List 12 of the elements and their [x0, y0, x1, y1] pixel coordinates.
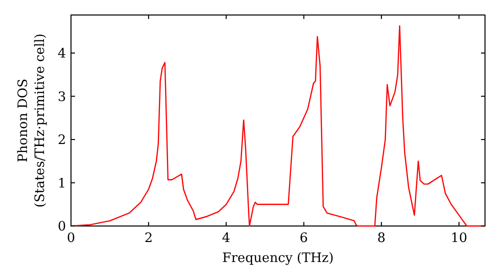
y-tick-label: 4 — [58, 46, 66, 62]
x-tick-label: 6 — [300, 231, 308, 246]
x-tick-label: 2 — [144, 231, 153, 246]
y-tick-label: 3 — [58, 90, 66, 105]
y-axis-title: Phonon DOS (States/THz·primitive cell) — [16, 33, 48, 208]
y-tick-label: 2 — [58, 133, 66, 148]
y-tick-label: 1 — [58, 176, 66, 192]
x-tick-label: 4 — [222, 231, 230, 246]
x-axis-title: Frequency (THz) — [222, 251, 334, 266]
x-tick-label: 10 — [450, 231, 468, 246]
y-tick-label: 0 — [58, 220, 66, 235]
x-tick-label: 8 — [377, 231, 386, 246]
